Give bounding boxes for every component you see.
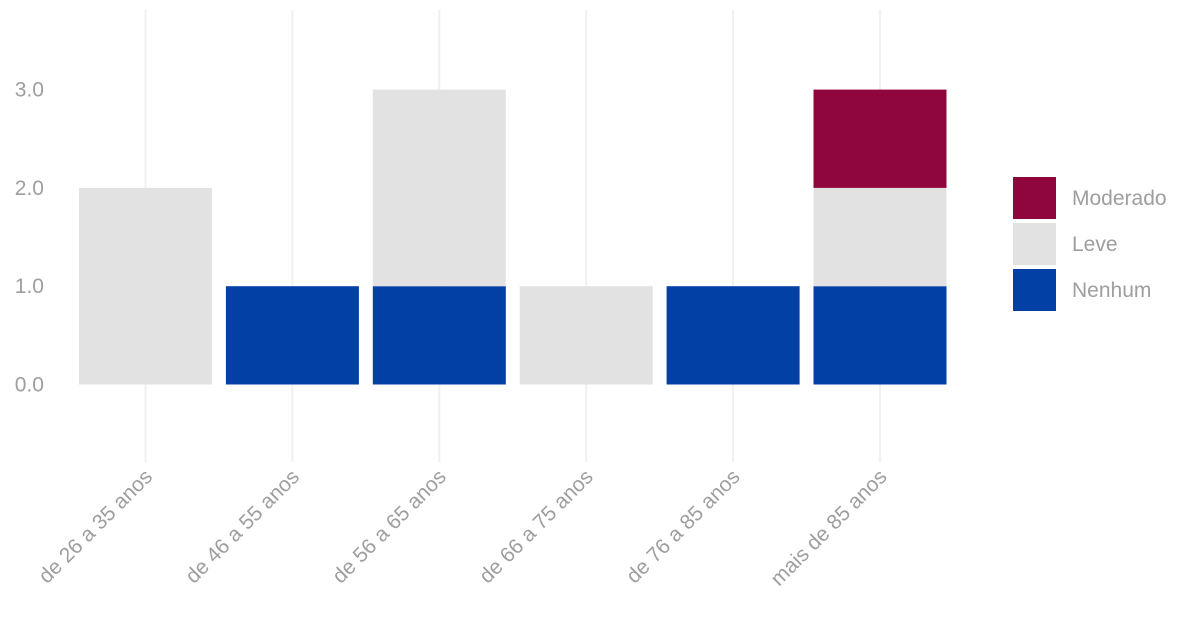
legend-key-leve [1013,223,1056,265]
legend-label-moderado: Moderado [1072,187,1167,210]
bar-mais-de-85-anos-nenhum [813,286,947,385]
x-tick-label: de 56 a 65 anos [328,465,451,588]
x-tick-label: mais de 85 anos [766,465,891,590]
y-tick-label: 2.0 [15,177,44,200]
legend-key-nenhum [1013,269,1056,311]
bar-de-76-a-85-anos-nenhum [666,286,800,385]
bar-mais-de-85-anos-leve [813,187,947,287]
legend-key-moderado [1013,177,1056,219]
x-tick-label: de 66 a 75 anos [475,465,598,588]
grid-lines [144,10,881,462]
y-axis-tick-labels: 0.0 1.0 2.0 3.0 [15,79,44,397]
x-tick-label: de 26 a 35 anos [34,465,157,588]
y-tick-label: 3.0 [15,79,44,102]
bar-de-56-a-65-anos-nenhum [372,286,506,385]
x-tick-label: de 46 a 55 anos [181,465,304,588]
legend-label-leve: Leve [1072,233,1118,256]
y-tick-label: 1.0 [15,275,44,298]
bar-de-56-a-65-anos-leve [372,89,506,287]
legend-label-nenhum: Nenhum [1072,279,1151,302]
legend: Moderado Leve Nenhum [1013,177,1167,311]
bar-de-46-a-55-anos-nenhum [225,286,359,385]
bar-mais-de-85-anos-moderado [813,89,947,188]
bar-de-26-a-35-anos-leve [79,187,212,385]
x-tick-label: de 76 a 85 anos [622,465,745,588]
y-tick-label: 0.0 [15,374,44,397]
x-axis-tick-labels: de 26 a 35 anos de 46 a 55 anos de 56 a 65… [34,465,891,590]
bars [79,89,947,385]
bar-de-66-a-75-anos-leve [519,286,653,385]
